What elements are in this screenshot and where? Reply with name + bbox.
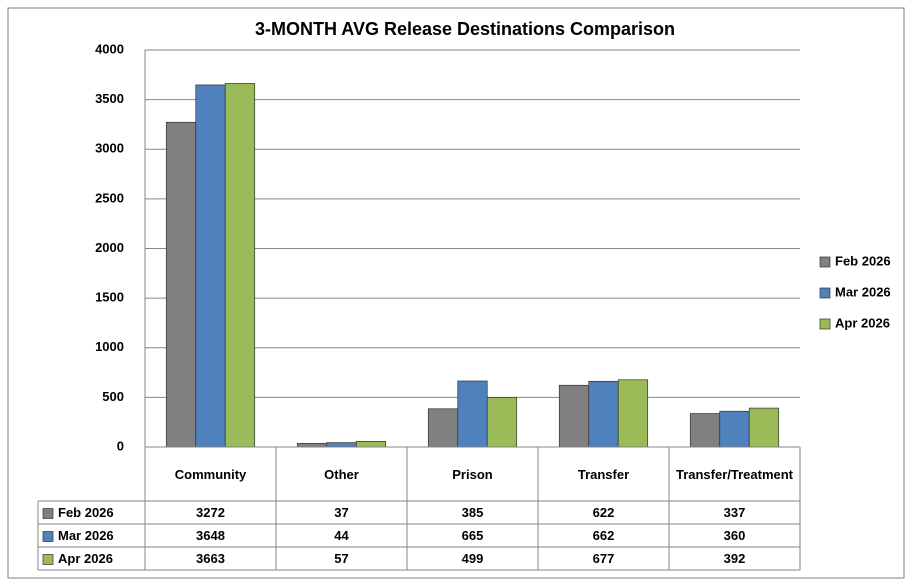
table-value: 337 <box>724 505 746 520</box>
y-tick-label: 0 <box>117 438 124 453</box>
x-tick-label-box: Transfer <box>577 466 630 482</box>
y-tick-label: 2500 <box>95 190 124 205</box>
table-value: 3648 <box>196 528 225 543</box>
chart-title: 3-MONTH AVG Release Destinations Compari… <box>255 19 675 39</box>
table-value: 499 <box>462 551 484 566</box>
table-value: 3663 <box>196 551 225 566</box>
bar <box>195 84 226 448</box>
legend-key <box>819 256 831 268</box>
x-tick-label: Transfer <box>577 466 630 482</box>
bar <box>457 380 488 448</box>
table-legend-key <box>42 508 54 519</box>
legend-label: Feb 2026 <box>835 253 891 268</box>
table-value: 677 <box>593 551 615 566</box>
y-tick-label: 2000 <box>95 240 124 255</box>
legend-key <box>819 318 831 330</box>
bar <box>486 397 518 448</box>
x-tick-label-box: Community <box>174 466 247 482</box>
bar <box>617 379 649 448</box>
table-legend-key <box>42 531 54 542</box>
bar <box>689 413 721 448</box>
table-value: 44 <box>334 528 349 543</box>
table-row-label: Feb 2026 <box>58 505 114 520</box>
bar <box>427 408 459 448</box>
y-tick-label: 3500 <box>95 91 124 106</box>
table-row-label: Mar 2026 <box>58 528 114 543</box>
x-tick-label-box: Other <box>324 466 359 482</box>
y-tick-label: 1000 <box>95 339 124 354</box>
y-tick-label: 3000 <box>95 141 124 156</box>
y-tick-label: 1500 <box>95 290 124 305</box>
x-tick-label: Transfer/Treatment <box>675 466 794 482</box>
bar <box>165 121 197 448</box>
legend-label: Apr 2026 <box>835 315 890 330</box>
y-tick-label: 4000 <box>95 41 124 56</box>
bar <box>558 384 590 448</box>
bar <box>224 83 256 448</box>
table-value: 622 <box>593 505 615 520</box>
x-tick-label: Other <box>324 466 359 482</box>
x-tick-label-box: Transfer/Treatment <box>675 466 794 482</box>
x-tick-label-box: Prison <box>452 466 493 482</box>
legend-key <box>819 287 831 299</box>
bar <box>355 440 387 448</box>
bar <box>588 380 619 448</box>
x-tick-label: Prison <box>452 466 493 482</box>
bar <box>296 442 328 448</box>
chart-border <box>7 7 905 579</box>
bar <box>326 442 357 448</box>
table-legend-key <box>42 554 54 565</box>
table-value: 662 <box>593 528 615 543</box>
x-tick-label: Community <box>174 466 247 482</box>
table-value: 392 <box>724 551 746 566</box>
table-value: 385 <box>462 505 484 520</box>
bar <box>748 407 780 448</box>
table-value: 665 <box>462 528 484 543</box>
table-row-label: Apr 2026 <box>58 551 113 566</box>
table-value: 37 <box>334 505 348 520</box>
table-value: 360 <box>724 528 746 543</box>
table-value: 3272 <box>196 505 225 520</box>
table-value: 57 <box>334 551 348 566</box>
legend-label: Mar 2026 <box>835 284 891 299</box>
y-tick-label: 500 <box>102 389 124 404</box>
bar <box>719 410 750 448</box>
